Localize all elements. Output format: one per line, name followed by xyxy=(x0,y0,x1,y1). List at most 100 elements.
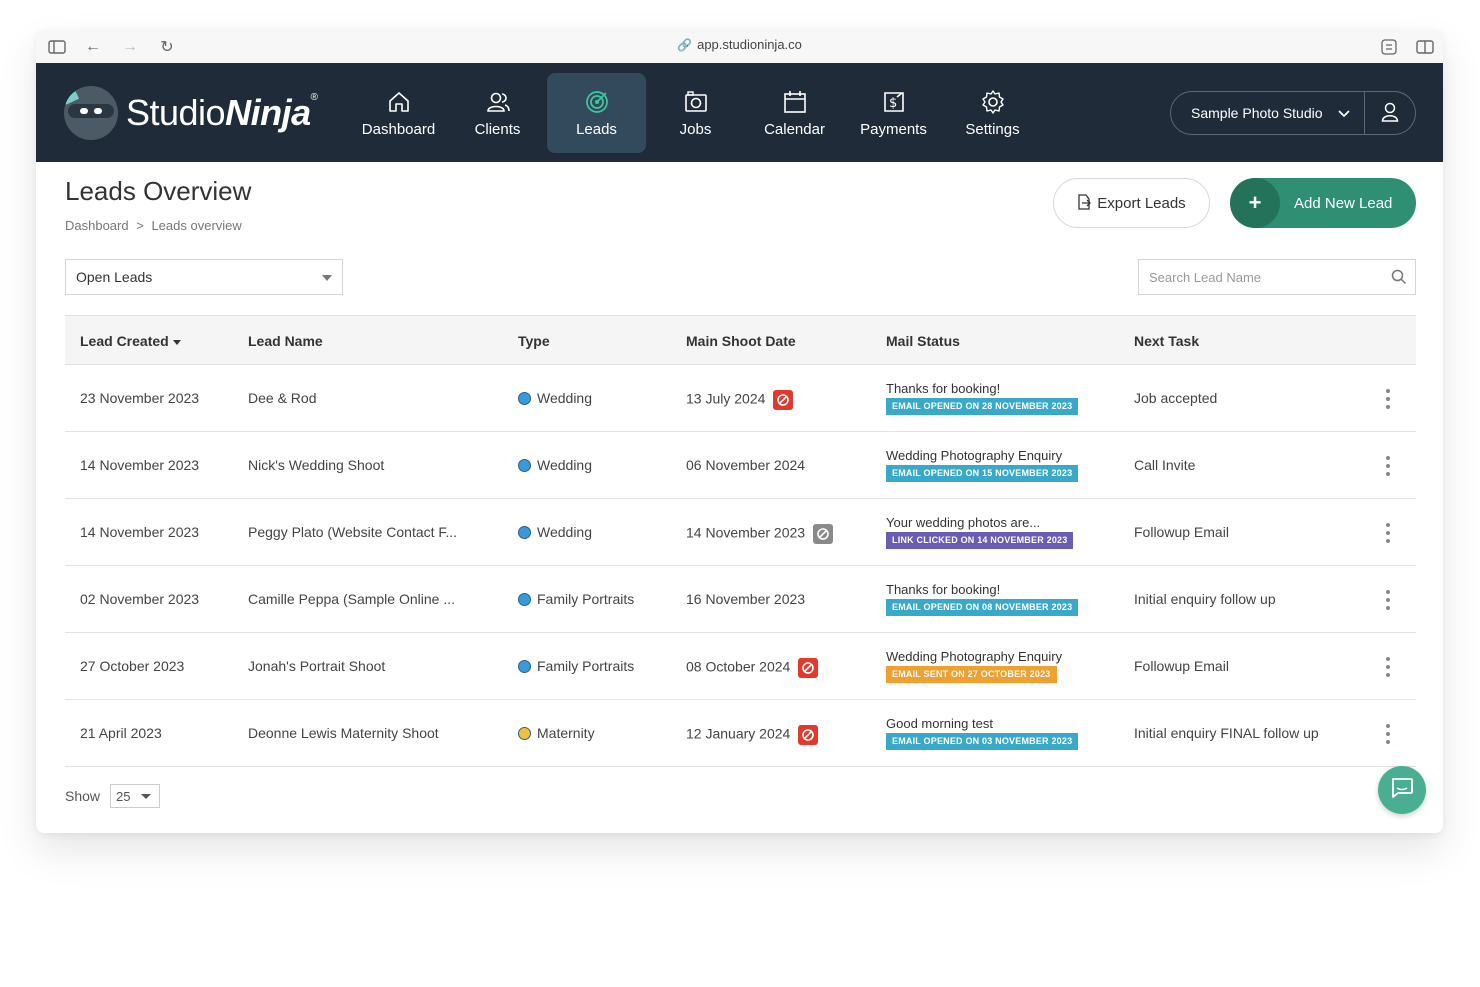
nav-settings[interactable]: Settings xyxy=(943,73,1042,153)
blocked-date-icon xyxy=(813,524,834,544)
chat-launcher-button[interactable] xyxy=(1378,766,1426,814)
lead-name-cell[interactable]: Deonne Lewis Maternity Shoot xyxy=(248,725,439,741)
target-icon xyxy=(584,89,610,115)
table-row[interactable]: 02 November 2023 Camille Peppa (Sample O… xyxy=(65,566,1416,633)
blocked-date-icon xyxy=(798,725,819,745)
mail-status-cell[interactable]: Wedding Photography Enquiry EMAIL OPENED … xyxy=(886,448,1079,482)
lead-created-cell: 14 November 2023 xyxy=(80,457,200,473)
header-type[interactable]: Type xyxy=(518,333,550,349)
row-actions-menu-icon[interactable] xyxy=(1385,724,1391,744)
next-task-cell[interactable]: Followup Email xyxy=(1134,524,1229,540)
mail-status-badge: EMAIL SENT ON 27 OCTOBER 2023 xyxy=(886,666,1057,683)
table-row[interactable]: 14 November 2023 Peggy Plato (Website Co… xyxy=(65,499,1416,566)
caret-down-icon xyxy=(322,275,332,281)
table-row[interactable]: 21 April 2023 Deonne Lewis Maternity Sho… xyxy=(65,700,1416,767)
search-icon[interactable] xyxy=(1391,269,1407,285)
split-view-icon[interactable] xyxy=(1414,36,1436,58)
page-size-control: Show 25 xyxy=(65,784,161,808)
forward-icon[interactable]: → xyxy=(122,38,138,55)
lead-created-cell: 27 October 2023 xyxy=(80,658,185,674)
user-account-button[interactable] xyxy=(1365,102,1415,125)
add-new-lead-button[interactable]: + Add New Lead xyxy=(1230,178,1416,228)
mail-subject: Wedding Photography Enquiry xyxy=(886,448,1063,463)
row-actions-menu-icon[interactable] xyxy=(1385,456,1391,476)
row-actions-menu-icon[interactable] xyxy=(1385,590,1391,610)
mail-subject: Thanks for booking! xyxy=(886,381,1001,396)
lead-created-cell: 23 November 2023 xyxy=(80,390,200,406)
lead-name-cell[interactable]: Jonah's Portrait Shoot xyxy=(248,658,386,674)
nav-calendar-label: Calendar xyxy=(764,120,825,138)
mail-subject: Wedding Photography Enquiry xyxy=(886,649,1063,664)
lead-name-cell[interactable]: Nick's Wedding Shoot xyxy=(248,457,385,473)
logo-text: StudioNinja® xyxy=(126,92,318,133)
nav-leads[interactable]: Leads xyxy=(547,73,646,153)
type-dot-icon xyxy=(518,459,531,472)
next-task-cell[interactable]: Followup Email xyxy=(1134,658,1229,674)
header-main-shoot-date[interactable]: Main Shoot Date xyxy=(686,333,796,349)
type-cell: Wedding xyxy=(518,457,592,473)
studio-ninja-logo[interactable]: StudioNinja® xyxy=(64,83,318,143)
shoot-date-cell: 16 November 2023 xyxy=(686,591,806,607)
sort-caret-icon xyxy=(172,339,181,345)
mail-status-cell[interactable]: Thanks for booking! EMAIL OPENED ON 28 NO… xyxy=(886,381,1079,415)
gear-icon xyxy=(980,89,1006,115)
nav-dashboard-label: Dashboard xyxy=(361,120,436,138)
back-icon[interactable]: ← xyxy=(85,38,101,55)
extension-icon[interactable] xyxy=(1378,36,1400,58)
breadcrumb-separator: > xyxy=(136,218,144,233)
table-header: Lead Created Lead Name Type Main Shoot D… xyxy=(65,315,1416,365)
breadcrumb: Dashboard > Leads overview xyxy=(65,218,246,233)
table-row[interactable]: 27 October 2023 Jonah's Portrait Shoot F… xyxy=(65,633,1416,700)
breadcrumb-dashboard[interactable]: Dashboard xyxy=(65,218,129,233)
table-row[interactable]: 23 November 2023 Dee & Rod Wedding 13 Ju… xyxy=(65,365,1416,432)
page-size-select[interactable]: 25 xyxy=(110,784,161,808)
row-actions-menu-icon[interactable] xyxy=(1385,523,1391,543)
sidebar-toggle-icon[interactable] xyxy=(46,36,68,58)
svg-text:$: $ xyxy=(889,96,897,111)
nav-payments[interactable]: $ Payments xyxy=(844,73,943,153)
nav-jobs[interactable]: Jobs xyxy=(646,73,745,153)
nav-jobs-label: Jobs xyxy=(679,120,712,138)
mail-status-badge: LINK CLICKED ON 14 NOVEMBER 2023 xyxy=(886,532,1074,549)
mail-status-cell[interactable]: Thanks for booking! EMAIL OPENED ON 08 NO… xyxy=(886,582,1079,616)
lead-created-cell: 14 November 2023 xyxy=(80,524,200,540)
export-leads-button[interactable]: Export Leads xyxy=(1053,178,1210,228)
reload-icon[interactable]: ↻ xyxy=(160,39,174,56)
row-actions-menu-icon[interactable] xyxy=(1385,657,1391,677)
lead-name-cell[interactable]: Camille Peppa (Sample Online ... xyxy=(248,591,455,607)
nav-clients[interactable]: Clients xyxy=(448,73,547,153)
mail-status-cell[interactable]: Good morning test EMAIL OPENED ON 03 NOVE… xyxy=(886,716,1079,750)
studio-select[interactable]: Sample Photo Studio xyxy=(1171,91,1365,135)
ninja-logo-icon xyxy=(64,86,118,140)
next-task-cell[interactable]: Call Invite xyxy=(1134,457,1196,473)
header-lead-name[interactable]: Lead Name xyxy=(248,333,323,349)
user-icon xyxy=(1381,102,1399,125)
lead-name-cell[interactable]: Dee & Rod xyxy=(248,390,317,406)
shoot-date-cell: 12 January 2024 xyxy=(686,725,819,745)
header-lead-created[interactable]: Lead Created xyxy=(80,333,181,349)
type-cell: Maternity xyxy=(518,725,595,741)
lead-filter-select[interactable]: Open Leads xyxy=(65,259,343,295)
users-icon xyxy=(485,89,511,115)
type-cell: Family Portraits xyxy=(518,658,634,674)
mail-status-cell[interactable]: Wedding Photography Enquiry EMAIL SENT ON… xyxy=(886,649,1062,683)
next-task-cell[interactable]: Job accepted xyxy=(1134,390,1218,406)
next-task-cell[interactable]: Initial enquiry follow up xyxy=(1134,591,1276,607)
header-next-task[interactable]: Next Task xyxy=(1134,333,1200,349)
invoice-dollar-icon: $ xyxy=(881,89,907,115)
row-actions-menu-icon[interactable] xyxy=(1385,389,1391,409)
next-task-cell[interactable]: Initial enquiry FINAL follow up xyxy=(1134,725,1319,741)
mail-status-cell[interactable]: Your wedding photos are... LINK CLICKED O… xyxy=(886,515,1074,549)
table-row[interactable]: 14 November 2023 Nick's Wedding Shoot We… xyxy=(65,432,1416,499)
nav-calendar[interactable]: Calendar xyxy=(745,73,844,153)
blocked-date-icon xyxy=(798,658,819,678)
search-input[interactable] xyxy=(1139,269,1379,285)
lead-name-cell[interactable]: Peggy Plato (Website Contact F... xyxy=(248,524,458,540)
nav-dashboard[interactable]: Dashboard xyxy=(349,73,448,153)
nav-leads-label: Leads xyxy=(576,120,617,138)
export-icon xyxy=(1077,193,1092,213)
show-label: Show xyxy=(65,788,101,804)
header-mail-status[interactable]: Mail Status xyxy=(886,333,960,349)
mail-status-badge: EMAIL OPENED ON 08 NOVEMBER 2023 xyxy=(886,599,1079,616)
address-bar[interactable]: 🔗 app.studioninja.co xyxy=(36,37,1443,52)
